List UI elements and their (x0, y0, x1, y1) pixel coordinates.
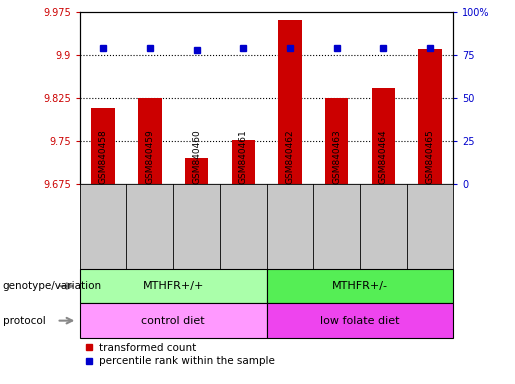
Bar (185, 158, 208, 184)
Bar (138, 98, 162, 184)
Text: control diet: control diet (141, 316, 205, 326)
Bar (325, 98, 348, 184)
Text: MTHFR+/-: MTHFR+/- (332, 281, 388, 291)
Bar (92, 108, 115, 184)
Bar (267, 269, 453, 303)
Bar (418, 49, 441, 184)
Text: low folate diet: low folate diet (320, 316, 400, 326)
Text: genotype/variation: genotype/variation (3, 281, 101, 291)
Bar (371, 88, 395, 184)
Bar (278, 20, 301, 184)
Legend: transformed count, percentile rank within the sample: transformed count, percentile rank withi… (85, 343, 274, 366)
Bar (80, 269, 267, 303)
Text: protocol: protocol (3, 316, 45, 326)
Bar (232, 140, 255, 184)
Bar (267, 303, 453, 338)
Text: MTHFR+/+: MTHFR+/+ (143, 281, 204, 291)
Bar (80, 303, 267, 338)
